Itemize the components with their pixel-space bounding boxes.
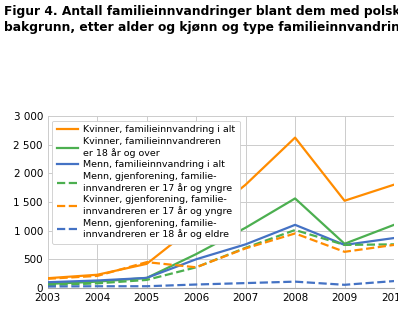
Line: Kvinner, gjenforening, familie-
innvandreren er 17 år og yngre: Kvinner, gjenforening, familie- innvandr… [48,233,394,279]
Menn, gjenforening, familie-
innvandreren er 17 år og yngre [144,278,149,282]
Kvinner, familieinnvandring i alt [45,276,50,280]
Kvinner, familieinnvandring i alt [194,223,199,227]
Menn, familieinnvandring i alt [243,243,248,246]
Menn, familieinnvandring i alt [194,257,199,261]
Kvinner, familieinnvandreren
er 18 år og over [243,226,248,230]
Menn, familieinnvandring i alt [45,280,50,284]
Menn, familieinnvandring i alt [144,276,149,280]
Kvinner, familieinnvandring i alt [243,183,248,187]
Menn, familieinnvandring i alt [95,279,100,282]
Kvinner, familieinnvandring i alt [95,273,100,277]
Kvinner, gjenforening, familie-
innvandreren er 17 år og yngre [342,250,347,254]
Menn, gjenforening, familie-
innvandreren er 17 år og yngre [194,265,199,269]
Line: Kvinner, familieinnvandring i alt: Kvinner, familieinnvandring i alt [48,138,394,278]
Kvinner, gjenforening, familie-
innvandreren er 17 år og yngre [293,232,297,235]
Kvinner, gjenforening, familie-
innvandreren er 17 år og yngre [144,260,149,264]
Menn, familieinnvandring i alt [293,223,297,227]
Menn, gjenforening, familie-
innvandreren er 18 år og eldre [293,280,297,284]
Menn, familieinnvandring i alt [342,243,347,247]
Kvinner, gjenforening, familie-
innvandreren er 17 år og yngre [95,274,100,278]
Menn, gjenforening, familie-
innvandreren er 17 år og yngre [392,243,396,246]
Kvinner, gjenforening, familie-
innvandreren er 17 år og yngre [392,243,396,247]
Menn, familieinnvandring i alt [392,236,396,240]
Kvinner, familieinnvandring i alt [342,199,347,203]
Text: Figur 4. Antall familieinnvandringer blant dem med polsk land-
bakgrunn, etter a: Figur 4. Antall familieinnvandringer bla… [4,5,398,34]
Menn, gjenforening, familie-
innvandreren er 18 år og eldre [392,279,396,283]
Menn, gjenforening, familie-
innvandreren er 17 år og yngre [293,228,297,232]
Menn, gjenforening, familie-
innvandreren er 17 år og yngre [95,281,100,285]
Kvinner, familieinnvandreren
er 18 år og over [45,282,50,286]
Menn, gjenforening, familie-
innvandreren er 18 år og eldre [45,285,50,288]
Line: Kvinner, familieinnvandreren
er 18 år og over: Kvinner, familieinnvandreren er 18 år og… [48,198,394,284]
Line: Menn, gjenforening, familie-
innvandreren er 17 år og yngre: Menn, gjenforening, familie- innvandrere… [48,230,394,285]
Kvinner, familieinnvandreren
er 18 år og over [95,280,100,284]
Menn, gjenforening, familie-
innvandreren er 18 år og eldre [95,284,100,288]
Line: Menn, gjenforening, familie-
innvandreren er 18 år og eldre: Menn, gjenforening, familie- innvandrere… [48,281,394,286]
Menn, gjenforening, familie-
innvandreren er 18 år og eldre [243,281,248,285]
Kvinner, familieinnvandring i alt [293,136,297,140]
Menn, gjenforening, familie-
innvandreren er 17 år og yngre [243,246,248,250]
Menn, gjenforening, familie-
innvandreren er 17 år og yngre [45,283,50,287]
Kvinner, gjenforening, familie-
innvandreren er 17 år og yngre [194,265,199,269]
Kvinner, gjenforening, familie-
innvandreren er 17 år og yngre [243,247,248,250]
Kvinner, gjenforening, familie-
innvandreren er 17 år og yngre [45,277,50,281]
Kvinner, familieinnvandreren
er 18 år og over [144,276,149,280]
Kvinner, familieinnvandreren
er 18 år og over [342,242,347,246]
Kvinner, familieinnvandring i alt [144,262,149,266]
Menn, gjenforening, familie-
innvandreren er 17 år og yngre [342,243,347,247]
Kvinner, familieinnvandreren
er 18 år og over [392,223,396,227]
Menn, gjenforening, familie-
innvandreren er 18 år og eldre [194,283,199,286]
Menn, gjenforening, familie-
innvandreren er 18 år og eldre [144,284,149,288]
Legend: Kvinner, familieinnvandring i alt, Kvinner, familieinnvandreren
er 18 år og over: Kvinner, familieinnvandring i alt, Kvinn… [53,121,240,244]
Menn, gjenforening, familie-
innvandreren er 18 år og eldre [342,283,347,287]
Kvinner, familieinnvandreren
er 18 år og over [293,197,297,200]
Kvinner, familieinnvandreren
er 18 år og over [194,252,199,256]
Kvinner, familieinnvandring i alt [392,183,396,187]
Line: Menn, familieinnvandring i alt: Menn, familieinnvandring i alt [48,225,394,282]
